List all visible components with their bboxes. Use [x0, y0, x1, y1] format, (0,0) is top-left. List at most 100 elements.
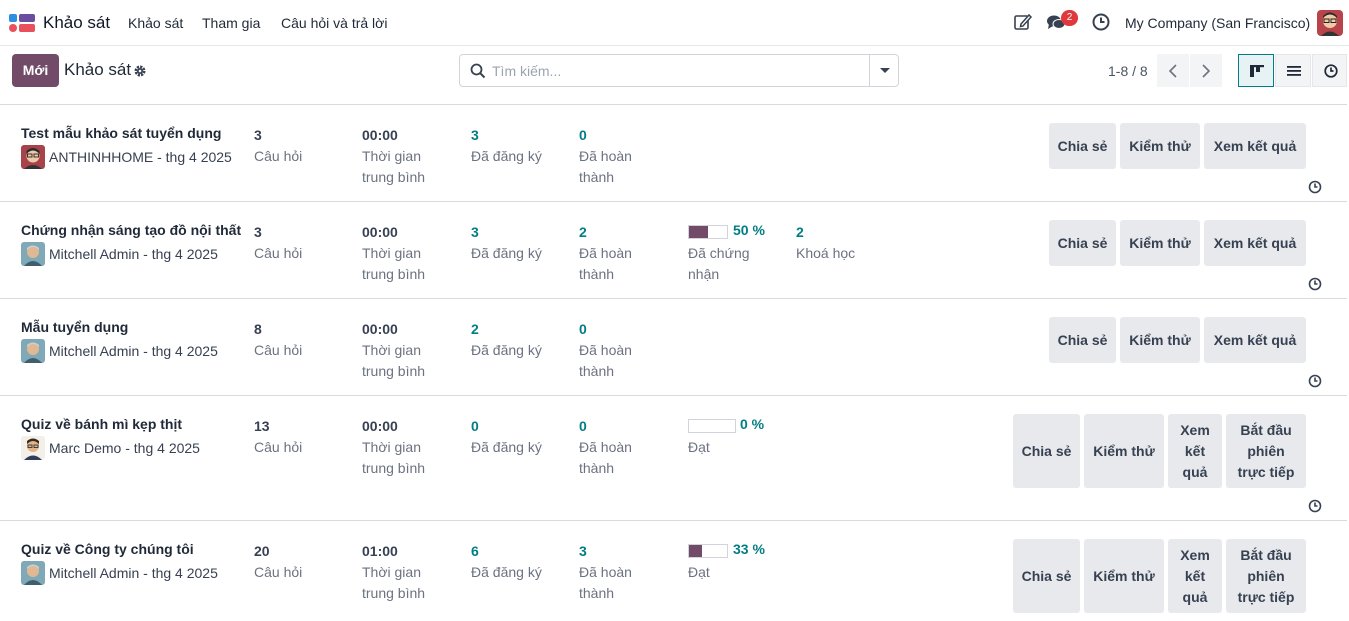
search-options-toggle[interactable] — [869, 55, 899, 86]
test-button[interactable]: Kiểm thử — [1120, 123, 1200, 169]
survey-title[interactable]: Quiz về Công ty chúng tôi — [21, 541, 194, 557]
survey-title[interactable]: Mẫu tuyển dụng — [21, 319, 129, 335]
menu-item-surveys[interactable]: Khảo sát — [128, 15, 184, 31]
share-button[interactable]: Chia sẻ — [1049, 317, 1116, 363]
completed-stat[interactable]: 3 Đã hoàn thành — [579, 543, 632, 601]
registered-stat[interactable]: 3 Đã đăng ký — [471, 127, 542, 164]
completed-stat[interactable]: 0 Đã hoàn thành — [579, 321, 632, 379]
clock-icon — [1324, 64, 1338, 78]
menu-item-participations[interactable]: Tham gia — [202, 15, 261, 31]
see-results-button[interactable]: Xem kết quả — [1168, 414, 1222, 488]
test-button[interactable]: Kiểm thử — [1084, 414, 1164, 488]
registered-stat[interactable]: 3 Đã đăng ký — [471, 224, 542, 261]
owner-date: Mitchell Admin - thg 4 2025 — [49, 343, 218, 359]
caret-down-icon — [880, 68, 890, 73]
questions-stat: 13 Câu hỏi — [254, 418, 303, 455]
user-avatar[interactable] — [1317, 10, 1343, 36]
activity-clock-icon[interactable] — [1308, 180, 1322, 194]
progress-label: Đạt — [688, 439, 710, 455]
courses-stat[interactable]: 2 Khoá học — [796, 224, 856, 261]
owner-avatar — [21, 145, 45, 169]
app-name[interactable]: Khảo sát — [43, 13, 111, 32]
questions-stat: 20 Câu hỏi — [254, 543, 303, 580]
share-button[interactable]: Chia sẻ — [1013, 414, 1080, 488]
test-button[interactable]: Kiểm thử — [1120, 317, 1200, 363]
new-survey-button[interactable]: Mới — [12, 54, 59, 87]
list-icon — [1287, 66, 1301, 76]
owner-avatar — [21, 436, 45, 460]
share-button[interactable]: Chia sẻ — [1013, 539, 1080, 613]
progress-bar — [688, 419, 736, 433]
test-button[interactable]: Kiểm thử — [1120, 220, 1200, 266]
pager-previous-button[interactable] — [1157, 54, 1189, 87]
search-bar — [459, 54, 899, 87]
questions-stat: 3 Câu hỏi — [254, 224, 303, 261]
page-title: Khảo sát — [64, 60, 132, 79]
survey-title[interactable]: Test mẫu khảo sát tuyển dụng — [21, 125, 222, 141]
kanban-view-button[interactable] — [1238, 54, 1274, 87]
see-results-button[interactable]: Xem kết quả — [1204, 317, 1306, 363]
survey-owner: Marc Demo - thg 4 2025 — [21, 436, 200, 460]
progress-bar — [688, 225, 728, 239]
survey-title[interactable]: Chứng nhận sáng tạo đồ nội thất — [21, 222, 242, 238]
edit-note-icon[interactable] — [1013, 12, 1033, 32]
survey-card[interactable]: Quiz về Công ty chúng tôi Mitchell Admin… — [0, 520, 1347, 621]
activity-clock-icon[interactable] — [1091, 12, 1111, 32]
share-button[interactable]: Chia sẻ — [1049, 220, 1116, 266]
pager-next-button[interactable] — [1190, 54, 1222, 87]
menu-item-questions-answers[interactable]: Câu hỏi và trả lời — [281, 15, 388, 31]
activity-view-button[interactable] — [1312, 54, 1347, 87]
survey-owner: Mitchell Admin - thg 4 2025 — [21, 242, 218, 266]
questions-stat: 8 Câu hỏi — [254, 321, 303, 358]
see-results-button[interactable]: Xem kết quả — [1168, 539, 1222, 613]
activity-clock-icon[interactable] — [1308, 374, 1322, 388]
owner-date: Mitchell Admin - thg 4 2025 — [49, 565, 218, 581]
search-icon — [470, 63, 486, 79]
completed-stat[interactable]: 0 Đã hoàn thành — [579, 418, 632, 476]
registered-stat[interactable]: 0 Đã đăng ký — [471, 418, 542, 455]
activity-clock-icon[interactable] — [1308, 277, 1322, 291]
survey-card[interactable]: Mẫu tuyển dụng Mitchell Admin - thg 4 20… — [0, 298, 1347, 396]
registered-stat[interactable]: 2 Đã đăng ký — [471, 321, 542, 358]
completed-stat[interactable]: 0 Đã hoàn thành — [579, 127, 632, 185]
owner-avatar — [21, 561, 45, 585]
messages-count-badge: 2 — [1061, 10, 1078, 26]
progress-fill — [689, 545, 702, 557]
top-navbar: Khảo sát Khảo sát Tham gia Câu hỏi và tr… — [0, 0, 1349, 46]
test-button[interactable]: Kiểm thử — [1084, 539, 1164, 613]
kanban-icon — [1250, 65, 1264, 77]
completed-stat[interactable]: 2 Đã hoàn thành — [579, 224, 632, 282]
gear-icon[interactable] — [133, 64, 147, 78]
app-logo-icon[interactable] — [9, 14, 37, 32]
company-switcher[interactable]: My Company (San Francisco) — [1125, 15, 1311, 31]
list-view-button[interactable] — [1275, 54, 1311, 87]
survey-title[interactable]: Quiz về bánh mì kẹp thịt — [21, 416, 183, 432]
avg-time-stat: 00:00 Thời gian trung bình — [362, 127, 426, 185]
progress-fill — [689, 226, 708, 238]
avg-time-stat: 00:00 Thời gian trung bình — [362, 224, 426, 282]
registered-stat[interactable]: 6 Đã đăng ký — [471, 543, 542, 580]
progress-label: Đã chứng nhận — [688, 245, 750, 282]
owner-avatar — [21, 242, 45, 266]
share-button[interactable]: Chia sẻ — [1049, 123, 1116, 169]
search-input[interactable] — [492, 56, 862, 85]
owner-date: Mitchell Admin - thg 4 2025 — [49, 246, 218, 262]
chevron-left-icon — [1168, 64, 1177, 78]
owner-date: ANTHINHHOME - thg 4 2025 — [49, 149, 232, 165]
pager-value[interactable]: 1-8 / 8 — [1108, 63, 1148, 79]
avg-time-stat: 00:00 Thời gian trung bình — [362, 321, 426, 379]
survey-owner: ANTHINHHOME - thg 4 2025 — [21, 145, 232, 169]
see-results-button[interactable]: Xem kết quả — [1204, 220, 1306, 266]
start-live-session-button[interactable]: Bắt đầu phiên trực tiếp — [1226, 539, 1306, 613]
progress-percent: 0 % — [740, 416, 765, 432]
avg-time-stat: 01:00 Thời gian trung bình — [362, 543, 426, 601]
survey-card[interactable]: Quiz về bánh mì kẹp thịt Marc Demo - thg… — [0, 395, 1347, 521]
start-live-session-button[interactable]: Bắt đầu phiên trực tiếp — [1226, 414, 1306, 488]
see-results-button[interactable]: Xem kết quả — [1204, 123, 1306, 169]
owner-date: Marc Demo - thg 4 2025 — [49, 440, 200, 456]
survey-card[interactable]: Chứng nhận sáng tạo đồ nội thất Mitchell… — [0, 201, 1347, 299]
survey-owner: Mitchell Admin - thg 4 2025 — [21, 339, 218, 363]
survey-card[interactable]: Test mẫu khảo sát tuyển dụng ANTHINHHOME… — [0, 104, 1347, 202]
progress-label: Đạt — [688, 564, 710, 580]
activity-clock-icon[interactable] — [1308, 499, 1322, 513]
